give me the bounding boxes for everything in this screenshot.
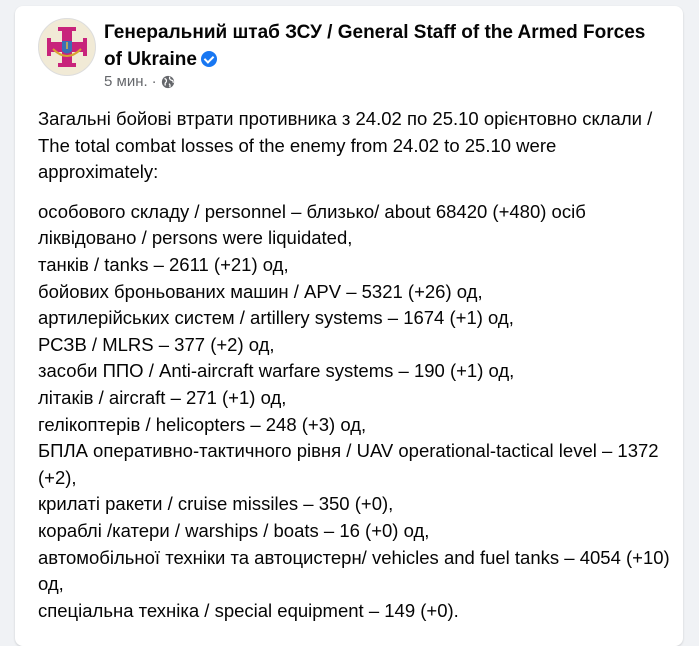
loss-item-aircraft: літаків / aircraft – 271 (+1) од, — [38, 386, 287, 408]
armed-forces-emblem-icon — [47, 27, 87, 67]
globe-icon[interactable] — [161, 75, 175, 89]
loss-item-cruise-missiles: крилаті ракети / cruise missiles – 350 (… — [38, 493, 394, 515]
loss-item-warships: кораблі /катери / warships / boats – 16 … — [38, 519, 430, 541]
meta-separator: · — [151, 73, 157, 90]
loss-item-special-equipment: спеціальна техніка / special equipment –… — [38, 599, 459, 621]
loss-item-helicopters: гелікоптерів / helicopters – 248 (+3) од… — [38, 413, 367, 435]
post-meta: 5 мин. · — [104, 73, 175, 90]
loss-item-uav: БПЛА оперативно-тактичного рівня / UAV o… — [38, 440, 659, 488]
loss-item-tanks: танків / tanks – 2611 (+21) од, — [38, 253, 289, 275]
page-name-link[interactable]: Генеральний штаб ЗСУ / General Staff of … — [104, 19, 664, 73]
loss-item-mlrs: РСЗВ / MLRS – 377 (+2) од, — [38, 333, 275, 355]
loss-item-personnel: особового складу / personnel – близько/ … — [38, 200, 586, 249]
post-body: Загальні бойові втрати противника з 24.0… — [38, 106, 676, 624]
verified-badge-icon — [200, 51, 217, 67]
page-name: Генеральний штаб ЗСУ / General Staff of … — [104, 22, 646, 70]
loss-item-vehicles: автомобільної техніки та автоцистерн/ ve… — [38, 546, 670, 595]
post-intro: Загальні бойові втрати противника з 24.0… — [38, 108, 653, 183]
post-card: Генеральний штаб ЗСУ / General Staff of … — [15, 6, 683, 646]
loss-item-anti-aircraft: засоби ППО / Anti-aircraft warfare syste… — [38, 360, 515, 382]
loss-item-apv: бойових броньованих машин / APV – 5321 (… — [38, 280, 483, 302]
post-timestamp[interactable]: 5 мин. — [104, 73, 148, 90]
loss-item-artillery: артилерійських систем / artillery system… — [38, 307, 514, 329]
page-avatar[interactable] — [38, 18, 96, 76]
